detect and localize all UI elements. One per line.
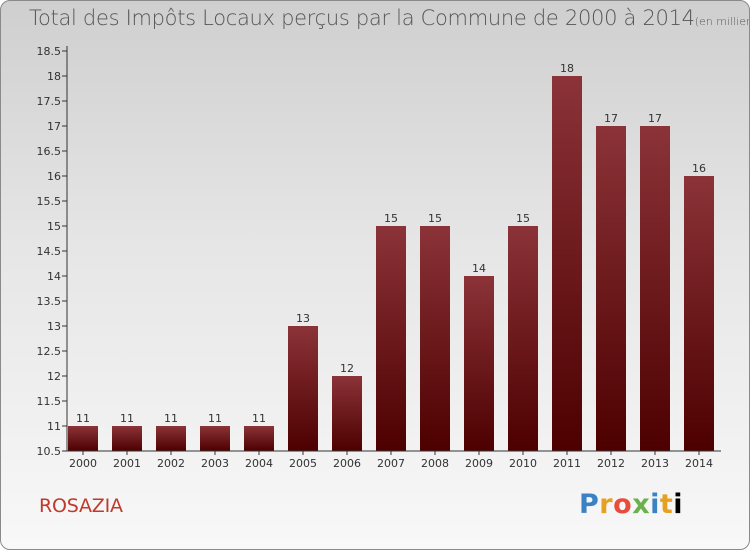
y-tick-label: 16 — [47, 170, 61, 183]
bar-value-label: 13 — [296, 312, 310, 325]
y-tick-label: 17.5 — [37, 95, 62, 108]
bar-value-label: 17 — [604, 112, 618, 125]
x-tick-label: 2002 — [157, 457, 185, 470]
y-tick-label: 11 — [47, 420, 61, 433]
bar — [244, 426, 274, 451]
bar-value-label: 11 — [120, 412, 134, 425]
bar — [508, 226, 538, 451]
bars: 11 11 11 11 11 13 12 15 15 14 15 18 17 17 16 — [68, 62, 714, 451]
bar — [68, 426, 98, 451]
logo-letter: i — [650, 489, 660, 520]
x-tick-label: 2010 — [509, 457, 537, 470]
chart-unit: (en milliers d'€) — [694, 15, 749, 28]
x-tick-label: 2000 — [69, 457, 97, 470]
bar-value-label: 15 — [384, 212, 398, 225]
bar — [288, 326, 318, 451]
bar-value-label: 11 — [208, 412, 222, 425]
bar-value-label: 15 — [428, 212, 442, 225]
x-axis: 2000 2001 2002 2003 2004 2005 2006 2007 2008 2009… — [67, 450, 721, 470]
x-tick-label: 2007 — [377, 457, 405, 470]
y-tick-label: 14.5 — [37, 245, 62, 258]
bar — [420, 226, 450, 451]
bar — [640, 126, 670, 451]
x-tick-label: 2009 — [465, 457, 493, 470]
x-tick-label: 2006 — [333, 457, 361, 470]
y-tick-label: 18.5 — [37, 45, 62, 58]
bar — [684, 176, 714, 451]
chart-title-text: Total des Impôts Locaux perçus par la Co… — [29, 6, 695, 30]
bar — [376, 226, 406, 451]
y-tick-label: 14 — [47, 270, 61, 283]
bar — [332, 376, 362, 451]
x-tick-label: 2013 — [641, 457, 669, 470]
y-tick-label: 13 — [47, 320, 61, 333]
bar — [200, 426, 230, 451]
bar-value-label: 18 — [560, 62, 574, 75]
y-tick-label: 12 — [47, 370, 61, 383]
bar — [464, 276, 494, 451]
logo-letter: t — [659, 489, 674, 520]
x-tick-label: 2011 — [553, 457, 581, 470]
y-tick-label: 15 — [47, 220, 61, 233]
bar-value-label: 16 — [692, 162, 706, 175]
x-tick-label: 2012 — [597, 457, 625, 470]
chart-title: Total des Impôts Locaux perçus par la Co… — [29, 6, 749, 30]
bar-value-label: 11 — [76, 412, 90, 425]
bar — [112, 426, 142, 451]
logo-letter: i — [673, 489, 684, 520]
y-tick-label: 15.5 — [37, 195, 62, 208]
logo-letter: x — [632, 489, 651, 520]
x-tick-label: 2005 — [289, 457, 317, 470]
y-tick-label: 10.5 — [37, 445, 62, 458]
bar — [596, 126, 626, 451]
bar-value-label: 17 — [648, 112, 662, 125]
bar-value-label: 11 — [252, 412, 266, 425]
y-tick-label: 17 — [47, 120, 61, 133]
commune-name: ROSAZIA — [39, 495, 123, 517]
y-tick-label: 16.5 — [37, 145, 62, 158]
proxiti-logo[interactable]: Proxiti — [579, 489, 683, 520]
x-tick-label: 2014 — [685, 457, 713, 470]
x-tick-label: 2004 — [245, 457, 273, 470]
logo-letter: P — [579, 489, 600, 520]
logo-letter: r — [599, 489, 614, 520]
logo-letter: o — [613, 489, 633, 520]
y-tick-label: 12.5 — [37, 345, 62, 358]
y-tick-label: 18 — [47, 70, 61, 83]
y-axis: 10.5 11 11.5 12 12.5 13 13.5 14 14.5 15 15.5 16 16.5… — [37, 45, 68, 458]
y-tick-label: 13.5 — [37, 295, 62, 308]
x-tick-label: 2001 — [113, 457, 141, 470]
bar-value-label: 15 — [516, 212, 530, 225]
bar — [552, 76, 582, 451]
bar-value-label: 12 — [340, 362, 354, 375]
bar — [156, 426, 186, 451]
x-tick-label: 2003 — [201, 457, 229, 470]
x-tick-label: 2008 — [421, 457, 449, 470]
y-tick-label: 11.5 — [37, 395, 62, 408]
bar-value-label: 11 — [164, 412, 178, 425]
bar-value-label: 14 — [472, 262, 486, 275]
